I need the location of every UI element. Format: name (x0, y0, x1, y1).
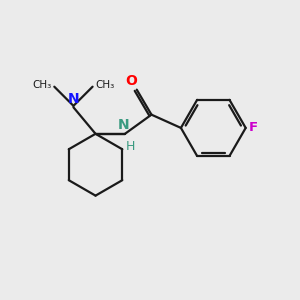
Text: CH₃: CH₃ (33, 80, 52, 90)
Text: N: N (118, 118, 129, 132)
Text: O: O (125, 74, 137, 88)
Text: F: F (249, 122, 258, 134)
Text: H: H (126, 140, 135, 153)
Text: N: N (68, 92, 79, 106)
Text: CH₃: CH₃ (95, 80, 114, 90)
